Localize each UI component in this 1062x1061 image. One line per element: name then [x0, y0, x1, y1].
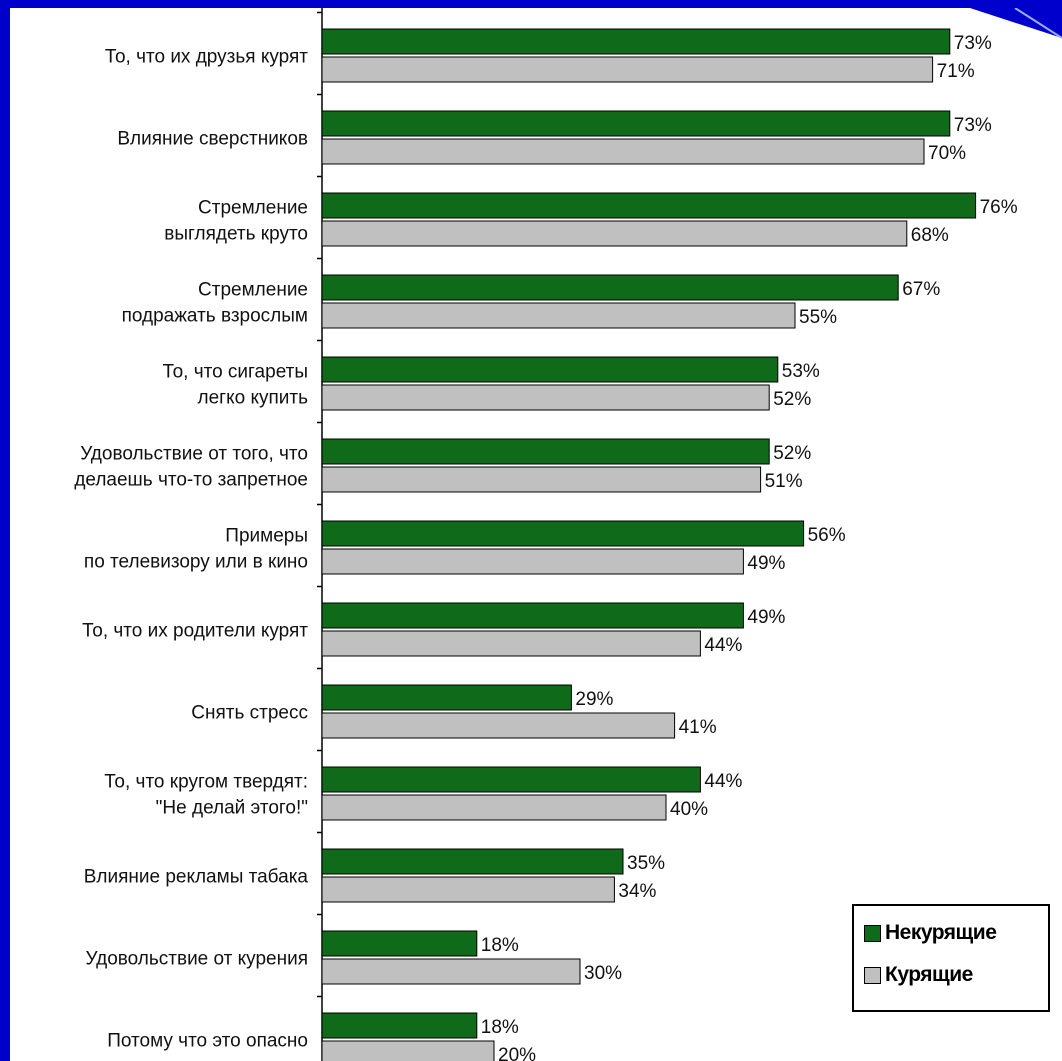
bar-nonsmokers — [321, 684, 572, 711]
data-label-nonsmokers: 52% — [773, 443, 811, 464]
legend-item-nonsmokers: Некурящие — [864, 918, 1048, 948]
category-label-line: Удовольствие от того, что — [80, 444, 308, 465]
bar-smokers — [321, 630, 701, 657]
category-label-line: То, что сигареты — [162, 362, 308, 383]
bar-smokers — [321, 384, 770, 411]
bar-smokers — [321, 56, 934, 83]
category-label-line: Потому что это опасно — [107, 1031, 308, 1052]
bar-smokers — [321, 220, 908, 247]
bar-nonsmokers — [321, 930, 478, 957]
data-label-nonsmokers: 53% — [782, 361, 820, 382]
bar-nonsmokers — [321, 602, 744, 629]
category-label-line: То, что кругом твердят: — [104, 772, 308, 793]
category-label-line: Снять стресс — [191, 703, 308, 724]
bar-smokers — [321, 794, 667, 821]
category-label: Примеры по телевизору или в кино — [84, 526, 308, 573]
category-label-line: выглядеть круто — [164, 224, 308, 245]
data-label-smokers: 71% — [937, 61, 975, 82]
category-label-line: То, что их родители курят — [82, 621, 308, 642]
chart-panel: То, что их друзья курят 73% 71% Влияние све… — [10, 8, 1062, 1061]
category-label: Снять стресс — [191, 703, 308, 724]
data-label-smokers: 70% — [928, 143, 966, 164]
data-label-nonsmokers: 29% — [575, 689, 613, 710]
legend-swatch-smokers — [864, 966, 881, 984]
data-label-smokers: 30% — [584, 963, 622, 984]
data-label-nonsmokers: 76% — [980, 197, 1018, 218]
category-label-line: "Не делай этого!" — [156, 798, 308, 819]
bar-smokers — [321, 548, 744, 575]
category-label-line: Примеры — [225, 526, 308, 547]
bar-nonsmokers — [321, 192, 977, 219]
category-label: Потому что это опасно — [107, 1031, 308, 1052]
data-label-smokers: 49% — [747, 553, 785, 574]
category-label-line: легко купить — [198, 388, 309, 409]
legend-label-nonsmokers: Некурящие — [885, 921, 997, 944]
category-label-line: То, что их друзья курят — [105, 47, 308, 68]
bar-nonsmokers — [321, 438, 770, 465]
legend-swatch-nonsmokers — [864, 924, 881, 942]
category-label: То, что сигареты легко купить — [162, 362, 308, 409]
category-label: Стремление выглядеть круто — [164, 198, 308, 245]
data-label-nonsmokers: 67% — [902, 279, 940, 300]
category-label: Влияние рекламы табака — [84, 867, 309, 888]
bar-smokers — [321, 138, 925, 165]
data-label-nonsmokers: 18% — [481, 935, 519, 956]
data-label-nonsmokers: 73% — [954, 33, 992, 54]
data-label-smokers: 41% — [679, 717, 717, 738]
bar-nonsmokers — [321, 1012, 478, 1039]
category-label-line: подражать взрослым — [122, 306, 308, 327]
data-label-smokers: 34% — [618, 881, 656, 902]
category-label: Удовольствие от курения — [86, 949, 308, 970]
bar-nonsmokers — [321, 848, 624, 875]
bar-nonsmokers — [321, 274, 899, 301]
category-label-line: Удовольствие от курения — [86, 949, 308, 970]
data-label-nonsmokers: 49% — [747, 607, 785, 628]
bar-nonsmokers — [321, 28, 951, 55]
bar-smokers — [321, 1040, 495, 1061]
category-label-line: Стремление — [198, 280, 308, 301]
bar-nonsmokers — [321, 520, 805, 547]
category-label-line: делаешь что-то запретное — [74, 470, 308, 491]
bar-nonsmokers — [321, 766, 701, 793]
category-label-line: Влияние сверстников — [117, 129, 308, 150]
bar-nonsmokers — [321, 356, 779, 383]
data-label-nonsmokers: 35% — [627, 853, 665, 874]
bar-smokers — [321, 876, 615, 903]
data-label-smokers: 55% — [799, 307, 837, 328]
legend-label-smokers: Курящие — [885, 963, 973, 986]
data-label-nonsmokers: 56% — [808, 525, 846, 546]
data-label-smokers: 20% — [498, 1045, 536, 1061]
legend: Некурящие Курящие — [852, 904, 1050, 1012]
data-label-nonsmokers: 18% — [481, 1017, 519, 1038]
category-label-line: Стремление — [198, 198, 308, 219]
category-label-line: по телевизору или в кино — [84, 552, 308, 573]
bar-smokers — [321, 712, 676, 739]
bar-smokers — [321, 302, 796, 329]
data-label-nonsmokers: 73% — [954, 115, 992, 136]
data-label-smokers: 68% — [911, 225, 949, 246]
bar-chart: То, что их друзья курят 73% 71% Влияние све… — [74, 8, 1018, 1061]
bar-smokers — [321, 958, 581, 985]
category-label: То, что их друзья курят — [105, 47, 308, 68]
data-label-smokers: 40% — [670, 799, 708, 820]
data-label-smokers: 44% — [704, 635, 742, 656]
category-label: То, что их родители курят — [82, 621, 308, 642]
bar-smokers — [321, 466, 762, 493]
legend-item-smokers: Курящие — [864, 960, 1048, 990]
data-label-smokers: 52% — [773, 389, 811, 410]
category-label-line: Влияние рекламы табака — [84, 867, 309, 888]
category-label: То, что кругом твердят: "Не делай этого!" — [104, 772, 308, 819]
data-label-smokers: 51% — [765, 471, 803, 492]
category-label: Удовольствие от того, что делаешь что-то … — [74, 444, 308, 491]
data-label-nonsmokers: 44% — [704, 771, 742, 792]
category-label: Стремление подражать взрослым — [122, 280, 308, 327]
category-label: Влияние сверстников — [117, 129, 308, 150]
bar-nonsmokers — [321, 110, 951, 137]
